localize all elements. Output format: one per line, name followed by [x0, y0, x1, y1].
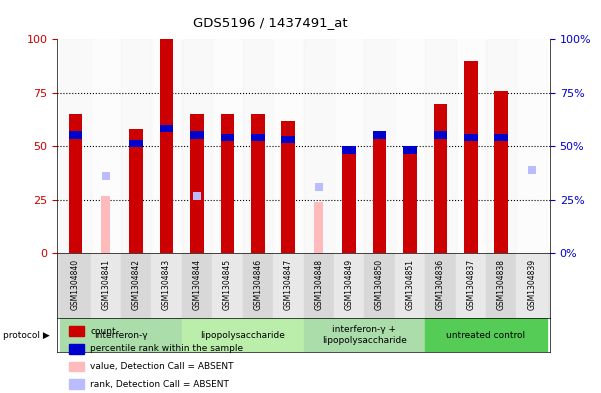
- Bar: [334, 39, 364, 253]
- Bar: [456, 253, 486, 318]
- Text: GSM1304846: GSM1304846: [254, 259, 263, 310]
- Bar: [182, 253, 212, 318]
- Bar: [334, 253, 364, 318]
- Bar: [251, 134, 264, 141]
- Text: GSM1304838: GSM1304838: [497, 259, 505, 310]
- Bar: [190, 114, 204, 253]
- Bar: [243, 39, 273, 253]
- Text: rank, Detection Call = ABSENT: rank, Detection Call = ABSENT: [90, 380, 229, 389]
- Bar: [425, 318, 547, 352]
- Bar: [343, 151, 356, 253]
- Point: [314, 184, 323, 190]
- Bar: [425, 39, 456, 253]
- Bar: [456, 39, 486, 253]
- Text: count: count: [90, 327, 116, 336]
- Text: GSM1304845: GSM1304845: [223, 259, 232, 310]
- Bar: [314, 202, 323, 253]
- Bar: [304, 253, 334, 318]
- Bar: [486, 39, 516, 253]
- Bar: [190, 131, 204, 139]
- Bar: [464, 134, 478, 141]
- Bar: [433, 131, 447, 139]
- Bar: [221, 134, 234, 141]
- Bar: [243, 253, 273, 318]
- Bar: [304, 39, 334, 253]
- Bar: [395, 39, 425, 253]
- Bar: [273, 39, 304, 253]
- Bar: [129, 140, 143, 147]
- Bar: [433, 103, 447, 253]
- Bar: [273, 253, 304, 318]
- Bar: [464, 61, 478, 253]
- Point: [101, 173, 111, 180]
- Bar: [304, 318, 425, 352]
- Bar: [496, 189, 506, 253]
- Bar: [121, 253, 151, 318]
- Point: [192, 193, 202, 199]
- Bar: [60, 39, 91, 253]
- Bar: [182, 318, 304, 352]
- Bar: [495, 134, 508, 141]
- Bar: [516, 253, 547, 318]
- Bar: [69, 131, 82, 139]
- Bar: [495, 91, 508, 253]
- Text: GSM1304843: GSM1304843: [162, 259, 171, 310]
- Bar: [101, 196, 111, 253]
- Bar: [425, 253, 456, 318]
- Text: GSM1304836: GSM1304836: [436, 259, 445, 310]
- Text: interferon-γ: interferon-γ: [94, 331, 148, 340]
- Text: GSM1304837: GSM1304837: [466, 259, 475, 310]
- Bar: [373, 131, 386, 139]
- Bar: [373, 131, 386, 253]
- Text: GSM1304842: GSM1304842: [132, 259, 141, 310]
- Bar: [212, 39, 243, 253]
- Text: GSM1304848: GSM1304848: [314, 259, 323, 310]
- Bar: [281, 136, 295, 143]
- Bar: [160, 39, 174, 253]
- Text: GSM1304847: GSM1304847: [284, 259, 293, 310]
- Point: [527, 167, 537, 173]
- Text: GSM1304851: GSM1304851: [406, 259, 415, 310]
- Bar: [516, 39, 547, 253]
- Bar: [91, 39, 121, 253]
- Bar: [403, 146, 417, 154]
- Bar: [251, 114, 264, 253]
- Text: GSM1304840: GSM1304840: [71, 259, 80, 310]
- Text: GSM1304850: GSM1304850: [375, 259, 384, 310]
- Bar: [212, 253, 243, 318]
- Bar: [403, 146, 417, 253]
- Bar: [160, 125, 174, 132]
- Text: GSM1304841: GSM1304841: [102, 259, 110, 310]
- Bar: [121, 39, 151, 253]
- Text: untreated control: untreated control: [447, 331, 526, 340]
- Bar: [151, 39, 182, 253]
- Bar: [182, 39, 212, 253]
- Text: value, Detection Call = ABSENT: value, Detection Call = ABSENT: [90, 362, 234, 371]
- Bar: [60, 253, 91, 318]
- Text: interferon-γ +
lipopolysaccharide: interferon-γ + lipopolysaccharide: [322, 325, 407, 345]
- Bar: [221, 114, 234, 253]
- Text: percentile rank within the sample: percentile rank within the sample: [90, 344, 243, 353]
- Bar: [395, 253, 425, 318]
- Bar: [343, 146, 356, 154]
- Bar: [364, 253, 395, 318]
- Text: GSM1304844: GSM1304844: [192, 259, 201, 310]
- Bar: [486, 253, 516, 318]
- Bar: [364, 39, 395, 253]
- Text: lipopolysaccharide: lipopolysaccharide: [200, 331, 285, 340]
- Bar: [69, 114, 82, 253]
- Bar: [162, 226, 171, 253]
- Bar: [151, 253, 182, 318]
- Bar: [281, 121, 295, 253]
- Text: GDS5196 / 1437491_at: GDS5196 / 1437491_at: [193, 16, 348, 29]
- Text: GSM1304849: GSM1304849: [344, 259, 353, 310]
- Text: protocol ▶: protocol ▶: [3, 331, 50, 340]
- Bar: [91, 253, 121, 318]
- Bar: [60, 318, 182, 352]
- Text: GSM1304839: GSM1304839: [527, 259, 536, 310]
- Bar: [129, 129, 143, 253]
